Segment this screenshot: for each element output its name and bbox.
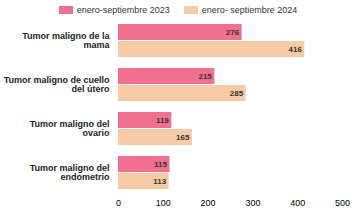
html-text:enero- septiembre 2024: enero- septiembre 2024 — [201, 4, 298, 15]
svg-text:500: 500 — [335, 198, 350, 208]
svg-text:Tumor maligno de cuellodel úte: Tumor maligno de cuellodel útero — [4, 75, 110, 94]
svg-text:Tumor maligno delendometrio: Tumor maligno delendometrio — [30, 163, 110, 182]
html-text:enero-septiembre 2023: enero-septiembre 2023 — [76, 4, 170, 15]
svg-text:100: 100 — [156, 198, 171, 208]
svg-text:0: 0 — [116, 198, 121, 208]
svg-text:115: 115 — [154, 160, 167, 169]
svg-text:165: 165 — [176, 133, 190, 142]
svg-text:113: 113 — [153, 177, 166, 186]
svg-text:285: 285 — [230, 89, 244, 98]
svg-text:400: 400 — [290, 198, 305, 208]
svg-text:200: 200 — [201, 198, 216, 208]
svg-text:Tumor maligno de lamama: Tumor maligno de lamama — [22, 31, 110, 50]
svg-text:276: 276 — [226, 28, 240, 37]
svg-text:416: 416 — [289, 45, 303, 54]
svg-text:300: 300 — [245, 198, 260, 208]
svg-text:Tumor maligno delovario: Tumor maligno delovario — [30, 119, 110, 138]
svg-text:215: 215 — [198, 72, 212, 81]
svg-text:119: 119 — [156, 116, 169, 125]
